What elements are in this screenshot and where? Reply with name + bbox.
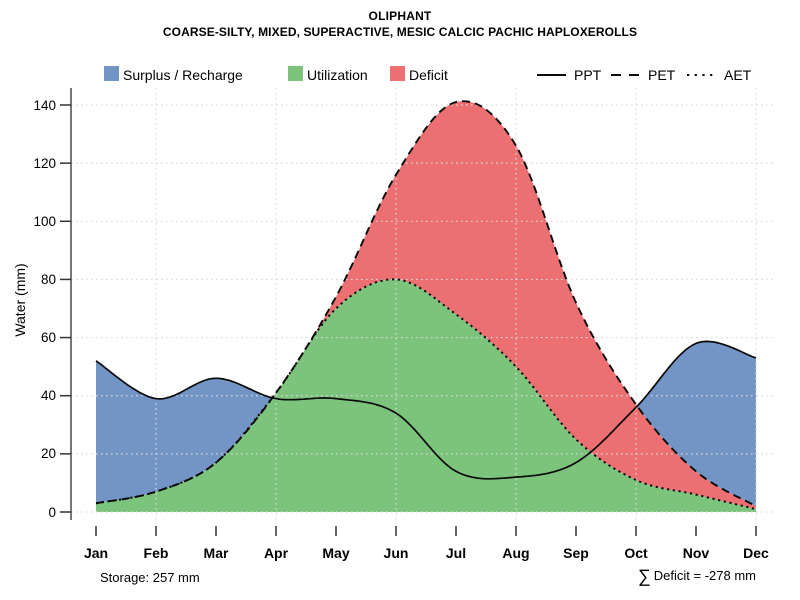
y-tick-label: 60: [40, 330, 56, 346]
legend-label-ppt: PPT: [574, 67, 602, 83]
x-tick-label: Dec: [743, 545, 769, 561]
x-tick-label: Mar: [203, 545, 229, 561]
storage-annotation: Storage: 257 mm: [100, 570, 200, 585]
legend-label-deficit: Deficit: [409, 67, 448, 83]
chart-title: OLIPHANT: [368, 9, 432, 23]
legend-line-dashed-icon: [611, 74, 639, 76]
legend-label-aet: AET: [724, 67, 752, 83]
chart-subtitle: COARSE-SILTY, MIXED, SUPERACTIVE, MESIC …: [162, 25, 638, 39]
legend-swatch-surplus: [104, 66, 119, 81]
deficit-sum-text: Deficit = -278 mm: [653, 568, 756, 583]
y-tick-label: 80: [40, 271, 56, 287]
x-tick-label: Jun: [383, 545, 409, 561]
x-tick-label: Sep: [563, 545, 589, 561]
x-tick-label: Nov: [682, 545, 710, 561]
deficit-area: [306, 101, 756, 510]
ppt-line: [95, 340, 757, 480]
y-tick-label: 20: [40, 446, 56, 462]
legend-label-utilization: Utilization: [307, 67, 368, 83]
x-tick-label: Feb: [143, 545, 169, 561]
y-tick-label: 120: [33, 155, 56, 171]
legend-swatch-utilization: [288, 66, 303, 81]
x-tick-label: Jan: [83, 545, 109, 561]
aet-line: [95, 278, 757, 511]
y-tick-label: 140: [33, 97, 56, 113]
y-tick-label: 0: [48, 504, 56, 520]
sigma-icon: ∑: [637, 566, 651, 586]
surplus-area: [637, 341, 756, 507]
surplus-area: [96, 360, 273, 504]
x-tick-label: May: [322, 545, 350, 561]
legend-label-pet: PET: [648, 67, 676, 83]
x-tick-label: Oct: [624, 545, 648, 561]
y-tick-label: 100: [33, 213, 56, 229]
x-tick-label: Aug: [502, 545, 530, 561]
legend-line-solid-icon: [537, 74, 566, 76]
deficit-sum-annotation: ∑ Deficit = -278 mm: [638, 566, 756, 587]
legend-swatch-deficit: [390, 66, 405, 81]
x-tick-label: Jul: [445, 545, 467, 561]
pet-line: [95, 100, 757, 508]
legend-label-surplus: Surplus / Recharge: [123, 67, 243, 83]
x-tick-label: Apr: [263, 545, 289, 561]
y-tick-label: 40: [40, 388, 56, 404]
